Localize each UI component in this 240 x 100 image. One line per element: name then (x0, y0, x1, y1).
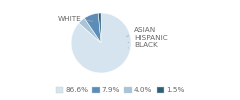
Text: BLACK: BLACK (128, 42, 158, 48)
Legend: 86.6%, 7.9%, 4.0%, 1.5%: 86.6%, 7.9%, 4.0%, 1.5% (53, 84, 187, 96)
Text: ASIAN: ASIAN (127, 27, 156, 36)
Wedge shape (79, 18, 101, 43)
Text: WHITE: WHITE (58, 16, 93, 22)
Wedge shape (98, 13, 101, 43)
Text: HISPANIC: HISPANIC (128, 35, 168, 42)
Wedge shape (84, 13, 101, 43)
Wedge shape (71, 13, 131, 73)
